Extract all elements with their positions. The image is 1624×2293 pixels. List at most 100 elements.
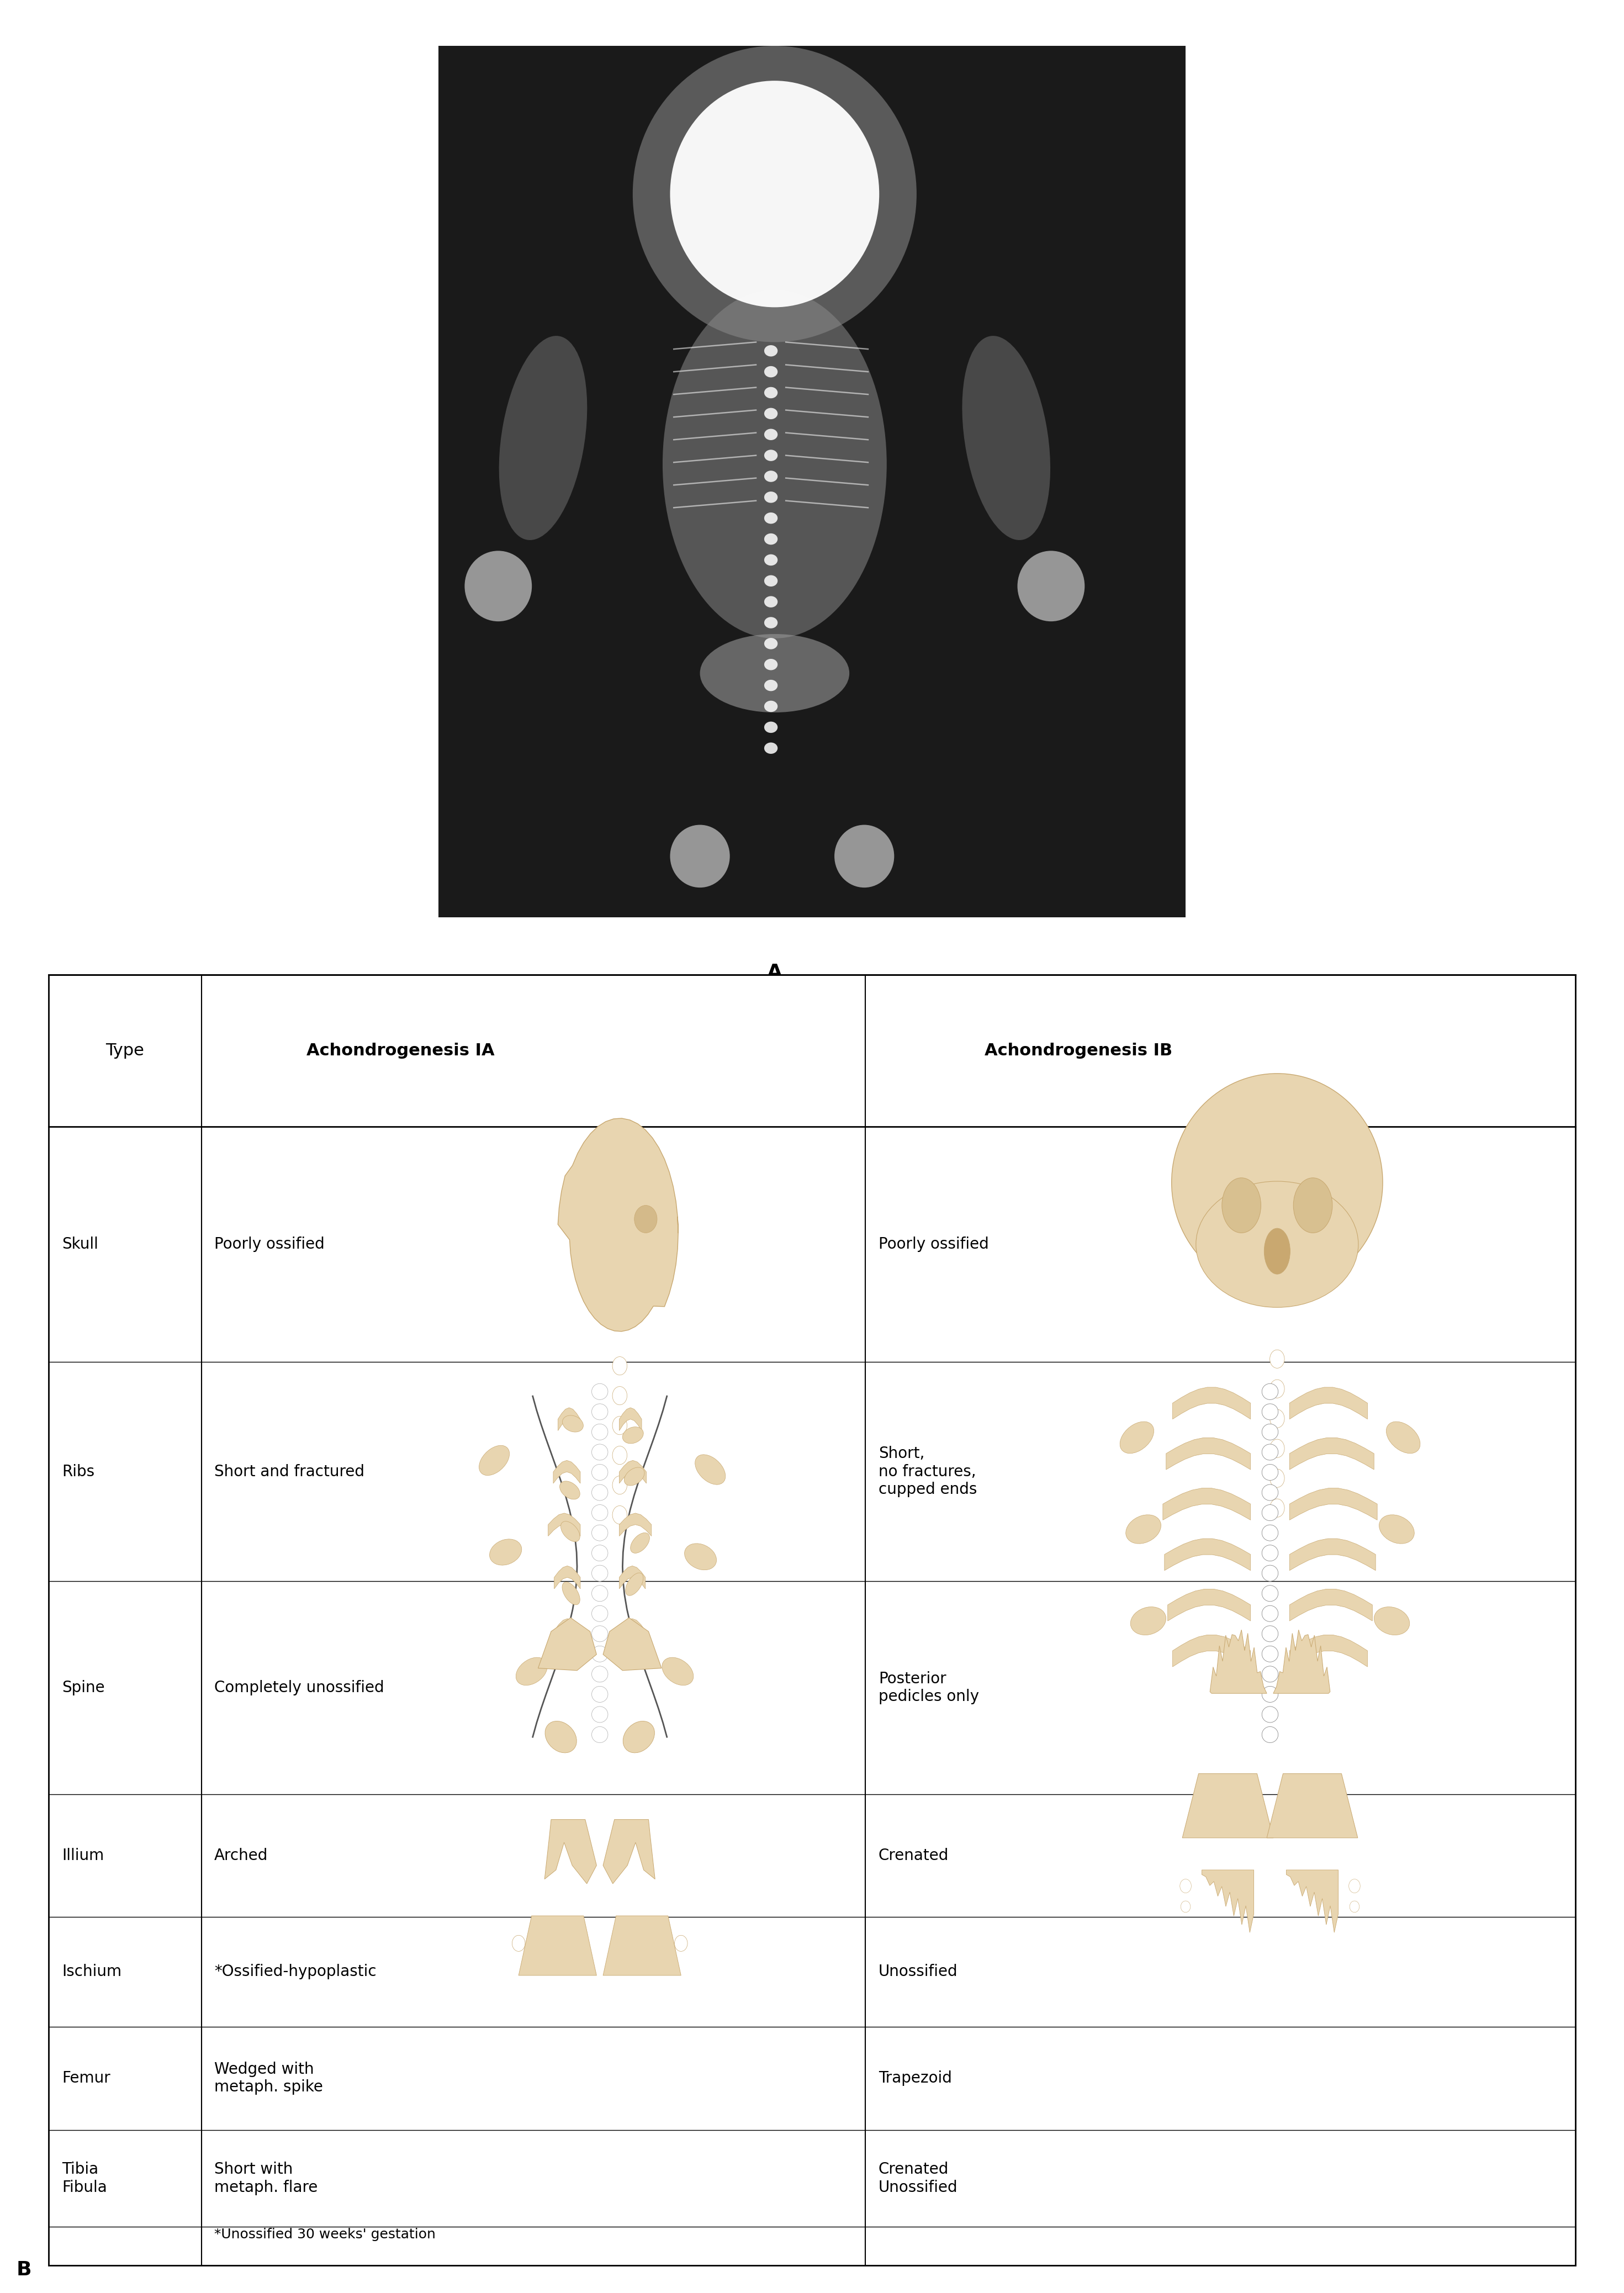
Ellipse shape [546,1722,577,1752]
Ellipse shape [1262,1383,1278,1399]
Text: Trapezoid: Trapezoid [879,2071,952,2087]
Ellipse shape [622,1426,643,1445]
Polygon shape [603,1619,661,1672]
Ellipse shape [591,1626,607,1642]
Ellipse shape [1262,1465,1278,1481]
Ellipse shape [1374,1607,1410,1635]
Ellipse shape [591,1605,607,1621]
Ellipse shape [765,511,778,523]
Text: Tibia
Fibula: Tibia Fibula [62,2162,107,2194]
Ellipse shape [612,1387,627,1406]
Ellipse shape [671,80,879,307]
Ellipse shape [560,1481,580,1500]
Polygon shape [603,1821,654,1885]
Polygon shape [538,1619,596,1672]
Ellipse shape [1262,1424,1278,1440]
Text: Short,
no fractures,
cupped ends: Short, no fractures, cupped ends [879,1447,978,1497]
Text: B: B [16,2261,31,2279]
Ellipse shape [1262,1445,1278,1461]
Polygon shape [1286,1871,1338,1933]
Ellipse shape [765,658,778,670]
Polygon shape [549,1513,580,1536]
Ellipse shape [765,534,778,546]
Ellipse shape [1262,1584,1278,1601]
Bar [49,975,1575,2265]
Text: Poorly ossified: Poorly ossified [214,1236,325,1252]
Ellipse shape [765,576,778,587]
Ellipse shape [765,449,778,461]
Ellipse shape [612,1507,627,1525]
Ellipse shape [1350,1901,1359,1912]
Ellipse shape [1221,1179,1260,1234]
Ellipse shape [765,346,778,355]
Ellipse shape [1262,1727,1278,1743]
Polygon shape [1289,1438,1374,1470]
Ellipse shape [684,1543,716,1571]
Ellipse shape [628,1635,645,1660]
Ellipse shape [765,702,778,713]
Ellipse shape [663,1658,693,1685]
Text: Crenated
Unossified: Crenated Unossified [879,2162,958,2194]
Ellipse shape [591,1525,607,1541]
Text: Type: Type [106,1043,145,1059]
Polygon shape [1202,1871,1254,1933]
Polygon shape [1164,1539,1250,1571]
Text: Femur: Femur [62,2071,110,2087]
Ellipse shape [1262,1525,1278,1541]
Ellipse shape [700,633,849,713]
Ellipse shape [1262,1667,1278,1683]
Ellipse shape [765,637,778,649]
Polygon shape [619,1513,651,1536]
Ellipse shape [624,1722,654,1752]
Text: *Unossified 30 weeks' gestation: *Unossified 30 weeks' gestation [214,2229,435,2240]
Polygon shape [1166,1438,1250,1470]
Ellipse shape [1379,1516,1415,1543]
Polygon shape [1289,1387,1367,1419]
Ellipse shape [765,596,778,608]
Ellipse shape [765,491,778,502]
Text: A: A [767,963,783,981]
Text: *Ossified-hypoplastic: *Ossified-hypoplastic [214,1965,377,1979]
Polygon shape [559,1408,580,1431]
Ellipse shape [671,825,729,887]
Text: Short with
metaph. flare: Short with metaph. flare [214,2162,318,2194]
Ellipse shape [765,367,778,378]
Ellipse shape [1262,1504,1278,1520]
Polygon shape [619,1461,646,1484]
Polygon shape [555,1619,580,1642]
Ellipse shape [591,1383,607,1399]
Ellipse shape [512,1935,525,1951]
Text: Poorly ossified: Poorly ossified [879,1236,989,1252]
Ellipse shape [624,1468,645,1486]
Ellipse shape [1270,1410,1285,1429]
Ellipse shape [1270,1500,1285,1518]
Ellipse shape [591,1424,607,1440]
Ellipse shape [1270,1351,1285,1369]
Ellipse shape [625,1573,643,1596]
Text: Wedged with
metaph. spike: Wedged with metaph. spike [214,2061,323,2096]
Polygon shape [1163,1488,1250,1520]
Text: Posterior
pedicles only: Posterior pedicles only [879,1672,979,1704]
Ellipse shape [674,1935,687,1951]
Ellipse shape [612,1357,627,1376]
Ellipse shape [765,408,778,420]
Ellipse shape [765,617,778,628]
Ellipse shape [591,1706,607,1722]
Ellipse shape [765,429,778,440]
Ellipse shape [1262,1685,1278,1701]
Ellipse shape [565,1621,581,1646]
Text: Achondrogenesis IB: Achondrogenesis IB [984,1043,1173,1059]
Ellipse shape [635,1206,658,1234]
Ellipse shape [591,1685,607,1701]
Text: Illium: Illium [62,1848,104,1864]
Ellipse shape [663,289,887,637]
Ellipse shape [591,1445,607,1461]
Ellipse shape [1262,1484,1278,1500]
Text: Spine: Spine [62,1681,104,1695]
Ellipse shape [1293,1179,1332,1234]
Text: Arched: Arched [214,1848,268,1864]
Ellipse shape [612,1447,627,1465]
Ellipse shape [1262,1646,1278,1662]
Ellipse shape [479,1445,510,1474]
Ellipse shape [591,1484,607,1500]
